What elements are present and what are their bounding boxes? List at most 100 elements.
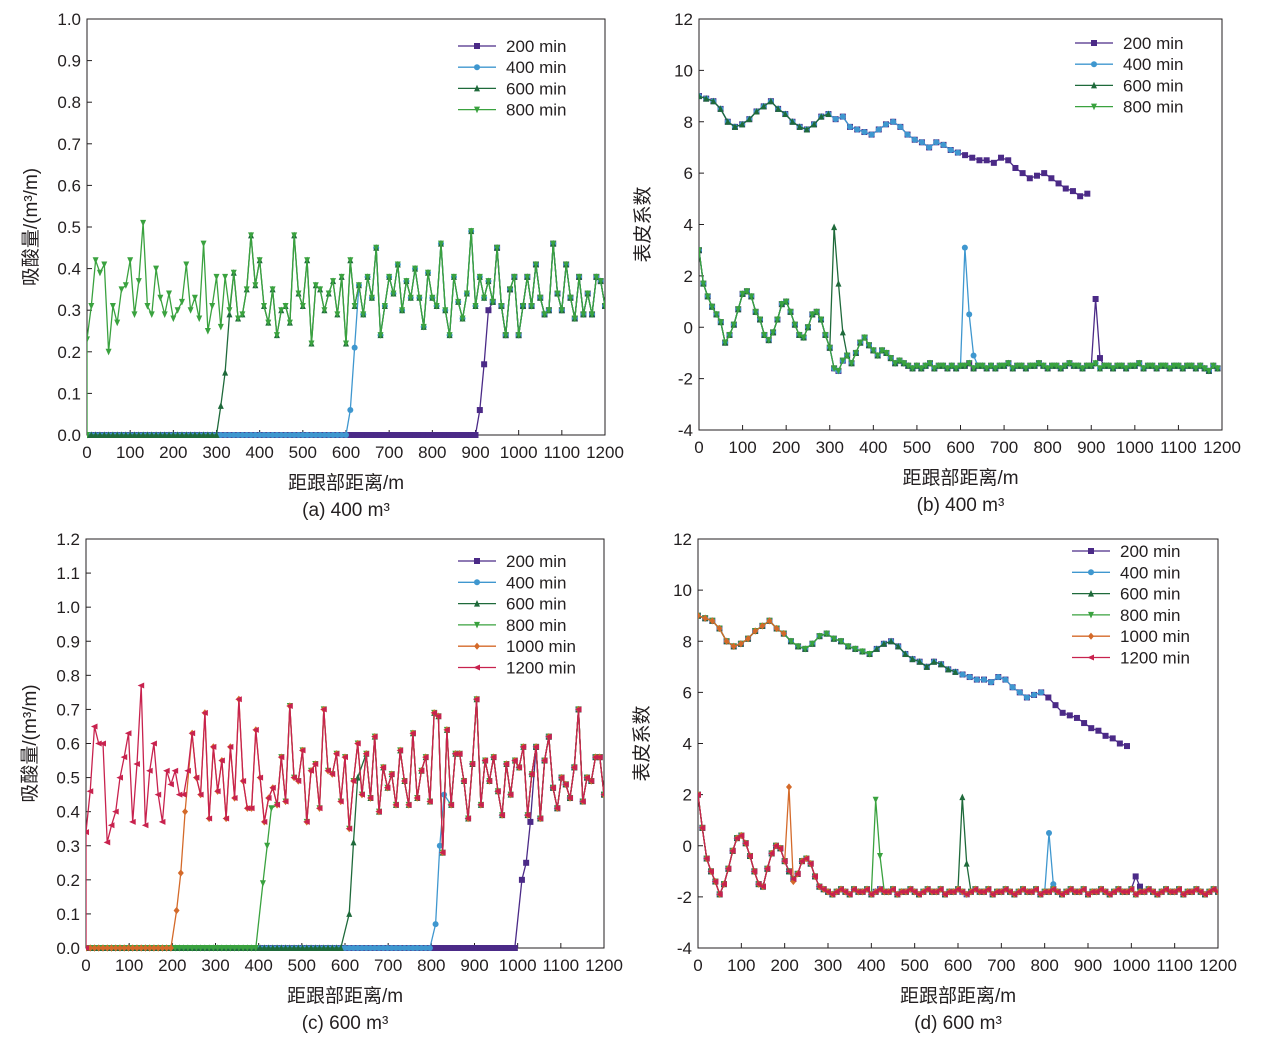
data-point [422,754,429,761]
series-800-min [87,219,605,439]
data-point [880,888,888,895]
data-point [386,432,393,438]
series-line [699,250,1218,372]
data-point [161,431,168,438]
y-tick-label: 0.6 [56,735,80,754]
data-point [295,432,302,438]
data-point [384,945,391,951]
data-point [426,945,433,951]
data-point [347,432,354,438]
data-point [877,852,883,860]
y-tick-label: 6 [684,164,693,183]
data-point [166,431,173,438]
data-point [1124,743,1130,750]
data-point [299,944,306,951]
data-point [174,307,181,314]
chart-panel-d: 0 100 200 300 400 500 600 700 800 900 1000 1100 1200… [631,530,1237,1034]
data-point [412,432,419,438]
data-point [922,362,929,370]
data-point [486,945,493,951]
data-point [101,261,108,269]
data-point [1083,362,1090,370]
data-point [1106,891,1113,898]
data-point [112,944,119,952]
x-tick-label: 1000 [499,956,537,975]
data-point [473,945,480,951]
data-point [446,432,453,438]
data-point [1009,365,1016,372]
data-point [140,431,147,438]
y-tick-label: 10 [674,61,693,80]
data-point [455,432,462,438]
data-point [213,273,220,281]
data-point [710,97,717,105]
data-point [815,883,823,890]
series-group [698,612,1218,898]
data-point [400,777,408,784]
legend-label: 600 min [1123,76,1183,95]
data-point [1050,881,1057,888]
y-tick-label: 1.2 [56,530,80,549]
data-point [390,432,397,438]
data-point [904,131,911,138]
data-point [983,157,990,164]
data-point [791,321,798,329]
data-point [830,635,837,643]
data-point [971,886,979,893]
legend-marker [1091,61,1097,68]
data-point [252,726,259,733]
data-point [200,240,207,248]
data-point [320,944,327,951]
data-point [961,244,968,251]
series-400-min [699,244,1221,374]
data-point [183,261,190,269]
data-point [109,303,116,310]
data-point [739,120,746,128]
x-tick-label: 800 [1033,438,1061,457]
data-point [866,651,873,658]
x-tick-label: 1000 [500,443,538,462]
data-point [204,328,211,335]
data-point [979,362,986,370]
data-point [902,650,909,658]
data-point [1210,362,1217,370]
data-point [593,273,600,281]
data-point [368,432,375,438]
data-point [703,855,710,862]
data-point [450,273,457,281]
data-point [174,431,181,438]
data-point [587,777,595,784]
data-point [364,432,371,438]
data-point [698,824,706,831]
data-point [1019,170,1026,177]
data-point [1031,691,1038,698]
legend-item: 1200 min [458,659,576,678]
data-point [566,795,574,802]
data-point [209,743,217,750]
data-point [141,822,149,829]
data-point [443,726,450,733]
data-point [425,432,432,438]
data-point [540,757,548,764]
data-point [926,360,933,367]
data-point [953,365,960,372]
data-point [576,273,583,281]
data-point [230,432,237,438]
y-tick-label: -4 [678,421,693,440]
x-axis-label: 距跟部距离/m [287,985,403,1007]
data-point [984,886,992,893]
data-point [1062,362,1069,370]
data-point [88,431,95,438]
x-tick-label: 900 [1074,956,1102,975]
data-point [600,792,604,797]
data-point [1214,890,1218,894]
data-point [290,774,298,781]
data-point [699,92,702,100]
data-point [1145,886,1152,893]
legend-marker [473,664,480,671]
legend-marker [1088,590,1094,597]
data-point [87,432,90,439]
data-point [875,126,882,133]
data-point [217,432,224,438]
data-point [397,945,404,951]
